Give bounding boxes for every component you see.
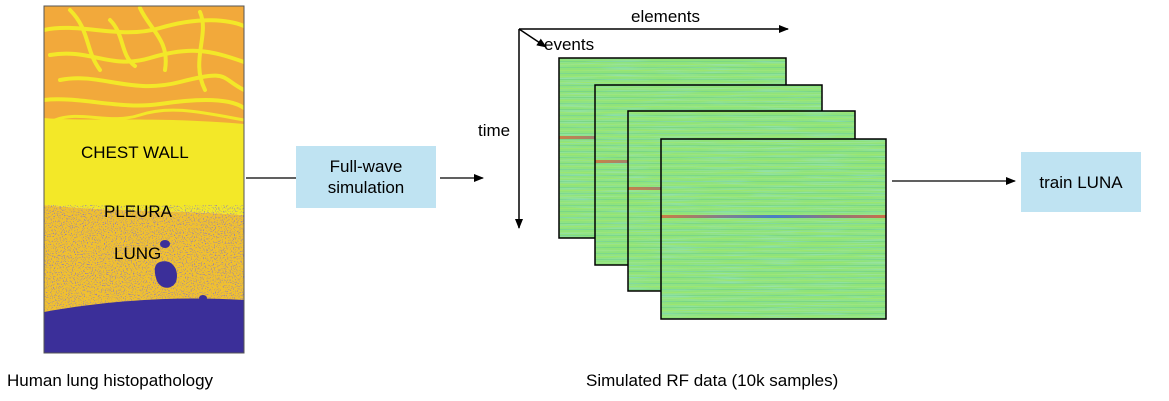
axis-label-elements: elements	[631, 7, 700, 26]
full-wave-simulation-box: Full-wave simulation	[296, 146, 436, 208]
axis-label-time: time	[478, 121, 511, 140]
air-region	[44, 298, 244, 353]
histology-image	[43, 5, 245, 354]
chest-wall-region	[44, 118, 244, 215]
train-luna-box: train LUNA	[1021, 152, 1141, 212]
events-axis	[518, 28, 547, 48]
rf-data-caption: Simulated RF data (10k samples)	[586, 371, 839, 390]
region-label-chest-wall: CHEST WALL	[81, 143, 189, 162]
air-blob	[160, 240, 170, 248]
region-label-pleura: PLEURA	[104, 202, 173, 221]
simulation-box-line2: simulation	[327, 178, 405, 197]
air-blob	[154, 261, 178, 288]
simulation-box-line1: Full-wave	[329, 157, 403, 176]
rf-frame	[660, 138, 887, 320]
histology-caption: Human lung histopathology	[7, 371, 214, 390]
train-luna-label: train LUNA	[1039, 172, 1123, 192]
region-label-lung: LUNG	[114, 244, 162, 263]
fat-septa	[44, 6, 244, 122]
axis-label-events: events	[544, 35, 595, 54]
